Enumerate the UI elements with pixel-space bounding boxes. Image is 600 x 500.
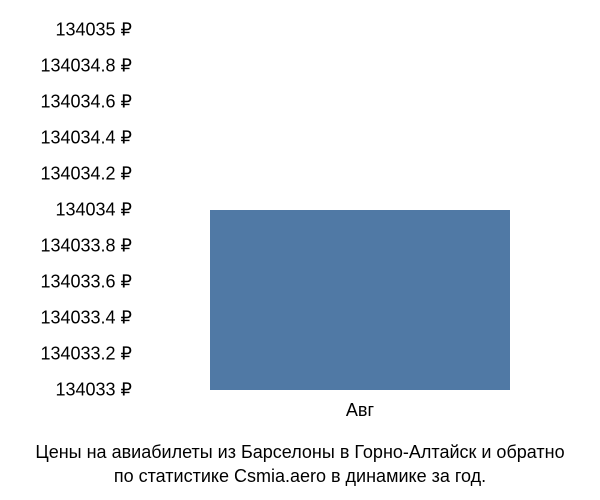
y-tick-label: 134033.8 ₽ xyxy=(40,236,132,257)
y-tick-label: 134034.2 ₽ xyxy=(40,164,132,185)
y-tick-label: 134033.2 ₽ xyxy=(40,344,132,365)
y-tick-label: 134033.4 ₽ xyxy=(40,308,132,329)
y-tick-label: 134034 ₽ xyxy=(55,200,132,221)
y-tick-label: 134033.6 ₽ xyxy=(40,272,132,293)
y-tick-label: 134034.6 ₽ xyxy=(40,92,132,113)
y-tick-label: 134034.4 ₽ xyxy=(40,128,132,149)
y-tick-label: 134033 ₽ xyxy=(55,380,132,401)
y-tick-label: 134035 ₽ xyxy=(55,20,132,41)
bar xyxy=(210,210,509,390)
caption-line-2: по статистике Csmia.aero в динамике за г… xyxy=(114,466,486,486)
chart-caption: Цены на авиабилеты из Барселоны в Горно-… xyxy=(0,440,600,489)
x-tick-label: Авг xyxy=(346,400,374,421)
y-tick-label: 134034.8 ₽ xyxy=(40,56,132,77)
caption-line-1: Цены на авиабилеты из Барселоны в Горно-… xyxy=(35,442,564,462)
price-chart: Цены на авиабилеты из Барселоны в Горно-… xyxy=(0,0,600,500)
